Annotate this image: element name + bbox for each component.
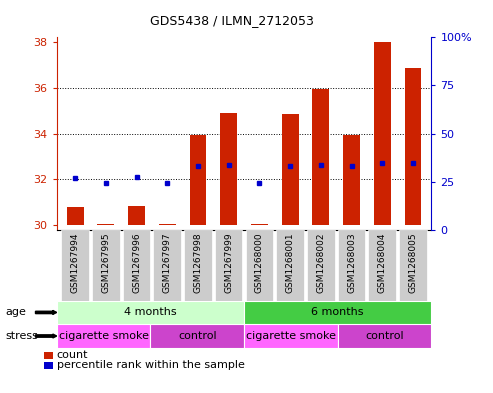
Bar	[251, 224, 268, 225]
Bar	[338, 324, 431, 348]
Text: GSM1268000: GSM1268000	[255, 232, 264, 293]
Text: age: age	[5, 307, 26, 318]
Text: control: control	[178, 331, 216, 341]
Text: GSM1268001: GSM1268001	[285, 232, 295, 293]
Text: 4 months: 4 months	[124, 307, 176, 318]
Text: 6 months: 6 months	[312, 307, 364, 318]
Text: GSM1267998: GSM1267998	[193, 232, 203, 293]
Bar	[61, 230, 89, 301]
Bar	[128, 206, 145, 225]
Text: cigarette smoke: cigarette smoke	[246, 331, 336, 341]
Text: GSM1267997: GSM1267997	[163, 232, 172, 293]
Text: control: control	[365, 331, 404, 341]
Bar	[189, 135, 207, 225]
Bar	[404, 68, 422, 225]
Bar	[368, 230, 396, 301]
Bar	[215, 230, 243, 301]
Bar	[343, 135, 360, 225]
Bar	[67, 207, 84, 225]
Text: GDS5438 / ILMN_2712053: GDS5438 / ILMN_2712053	[150, 14, 314, 27]
Text: GSM1268005: GSM1268005	[408, 232, 418, 293]
Bar	[98, 224, 114, 225]
Text: GSM1268002: GSM1268002	[317, 232, 325, 292]
Text: percentile rank within the sample: percentile rank within the sample	[57, 360, 245, 371]
Bar	[374, 42, 390, 225]
Bar	[246, 230, 273, 301]
Bar	[153, 230, 181, 301]
Bar	[282, 114, 299, 225]
Text: GSM1267999: GSM1267999	[224, 232, 233, 293]
Bar	[313, 89, 329, 225]
Bar	[150, 324, 244, 348]
Bar	[307, 230, 335, 301]
Bar	[244, 301, 431, 324]
Bar	[123, 230, 150, 301]
Text: GSM1268004: GSM1268004	[378, 232, 387, 292]
Text: stress: stress	[5, 331, 38, 341]
Bar	[399, 230, 427, 301]
Bar	[184, 230, 212, 301]
Text: count: count	[57, 350, 88, 360]
Bar	[57, 324, 150, 348]
Bar	[244, 324, 338, 348]
Bar	[276, 230, 304, 301]
Text: GSM1267994: GSM1267994	[70, 232, 80, 292]
Bar	[338, 230, 365, 301]
Bar	[92, 230, 120, 301]
Text: cigarette smoke: cigarette smoke	[59, 331, 148, 341]
Text: GSM1268003: GSM1268003	[347, 232, 356, 293]
Bar	[159, 224, 176, 225]
Bar	[220, 113, 237, 225]
Bar	[57, 301, 244, 324]
Text: GSM1267995: GSM1267995	[102, 232, 110, 293]
Text: GSM1267996: GSM1267996	[132, 232, 141, 293]
